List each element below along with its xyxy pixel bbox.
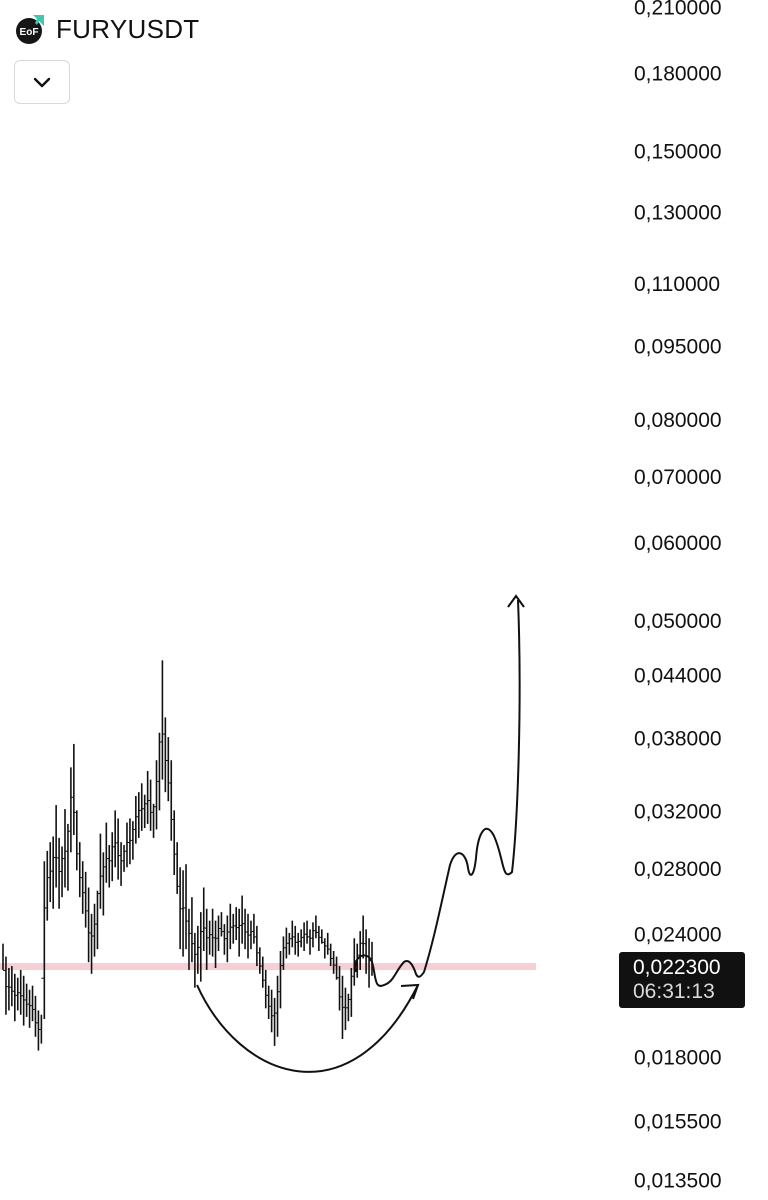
y-tick-label: 0,024000: [634, 924, 722, 947]
cup-pattern-curve: [196, 984, 419, 1073]
y-tick-label: 0,028000: [634, 858, 722, 881]
y-tick-label: 0,018000: [634, 1047, 722, 1070]
y-tick-label: 0,210000: [634, 0, 722, 20]
y-tick-label: 0,070000: [634, 466, 722, 489]
y-tick-label: 0,060000: [634, 532, 722, 555]
y-tick-label: 0,013500: [634, 1170, 722, 1193]
symbol-header: EoF FURYUSDT: [14, 12, 199, 46]
cup-arrowhead: [400, 983, 420, 1000]
y-axis: 0,210000 0,180000 0,150000 0,130000 0,110000…: [634, 0, 722, 1193]
y-tick-label: 0,038000: [634, 727, 722, 750]
y-tick-label: 0,150000: [634, 140, 722, 163]
y-tick-label: 0,044000: [634, 665, 722, 688]
current-price-line: [0, 963, 536, 971]
y-tick-label: 0,050000: [634, 610, 722, 633]
svg-text:EoF: EoF: [20, 27, 39, 38]
eof-logo-icon: EoF: [16, 15, 44, 44]
current-price-value: 0,022300: [633, 956, 721, 979]
user-drawings: [196, 594, 525, 1073]
current-price-label: 0,022300 06:31:13: [619, 952, 745, 1008]
y-tick-label: 0,180000: [634, 63, 722, 86]
y-tick-label: 0,080000: [634, 409, 722, 432]
y-tick-label: 0,110000: [634, 273, 720, 296]
candle-countdown: 06:31:13: [633, 980, 715, 1003]
projection-arrow-path: [354, 599, 521, 987]
symbol-dropdown-button[interactable]: [14, 60, 70, 104]
y-tick-label: 0,015500: [634, 1111, 722, 1134]
projection-arrowhead: [507, 594, 525, 608]
y-tick-label: 0,032000: [634, 801, 722, 824]
chevron-down-icon: [33, 77, 51, 88]
y-tick-label: 0,130000: [634, 202, 722, 225]
symbol-title: FURYUSDT: [56, 13, 200, 44]
candles: [2, 660, 373, 1051]
y-tick-label: 0,095000: [634, 336, 722, 359]
